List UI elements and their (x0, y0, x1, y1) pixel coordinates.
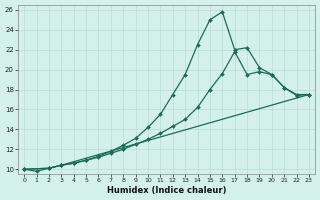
X-axis label: Humidex (Indice chaleur): Humidex (Indice chaleur) (107, 186, 226, 195)
